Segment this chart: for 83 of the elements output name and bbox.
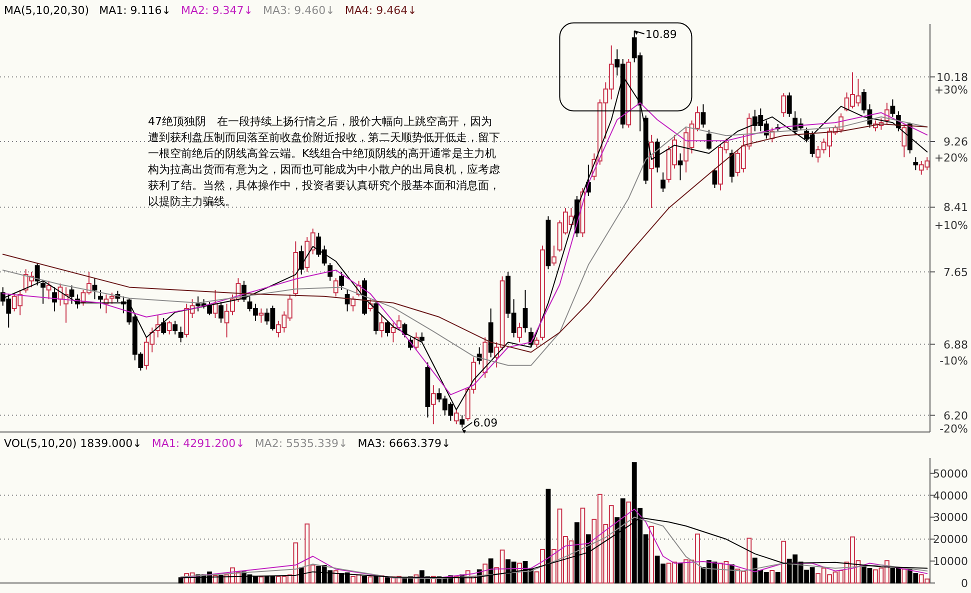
candlestick [258, 308, 264, 324]
candlestick [522, 289, 528, 333]
candlestick [344, 289, 350, 312]
candlestick [534, 336, 540, 348]
candlestick [729, 149, 734, 184]
bar [649, 526, 654, 584]
annotation: 47绝顶独阴 在一段持续上扬行情之后，股价大幅向上跳空高开，因为遭到获利盘压制而回落至前收盘价附近报收，第二天顺势低开低走，留下一根空前绝后的阴线高耸云端。K线组合中绝顶阴线的高开通常是主力机构为拉高出货而有意为之，因而也可能成为中小散户的出局良机，应考虑获利了结。当然，具体操作中，投资者要认真研究个股基本面和消息面，以提防主力骗线。 [148, 114, 500, 210]
candlestick [172, 320, 178, 335]
candlestick [207, 301, 212, 316]
bar [770, 570, 775, 584]
candlestick [109, 292, 114, 304]
candlestick [40, 280, 46, 304]
candlestick [712, 168, 718, 189]
y-tick-label: 20000 [933, 533, 968, 546]
candlestick [678, 152, 683, 181]
bar [902, 568, 907, 584]
candlestick [385, 320, 390, 337]
text: MA1: 9.116↓ [99, 4, 172, 17]
candlestick [700, 104, 706, 128]
candlestick [52, 286, 57, 312]
candlestick [396, 314, 402, 332]
bar [781, 540, 786, 584]
candlestick [92, 278, 98, 300]
bar [580, 508, 586, 584]
annotation: 10.89 [645, 28, 677, 41]
text: MA2: 5535.339↓ [254, 437, 348, 450]
text: MA1: 4291.200↓ [152, 437, 245, 450]
candlestick [786, 92, 792, 118]
y2-tick-label: -20% [940, 422, 968, 436]
y2-tick-label: +30% [934, 84, 968, 97]
chart-title: MA(5,10,20,30) [4, 4, 90, 17]
candlestick [298, 245, 304, 276]
candlestick [98, 289, 103, 310]
candlestick [390, 322, 396, 343]
candlestick [552, 245, 556, 266]
y-tick-label: 50000 [933, 467, 968, 480]
candlestick [339, 271, 344, 290]
candlestick [517, 322, 522, 343]
candlestick [902, 124, 907, 158]
y-tick-label: 6.88 [944, 338, 968, 352]
candlestick [34, 262, 40, 286]
y-tick-label: 7.65 [944, 266, 968, 279]
candlestick [706, 129, 712, 150]
y-tick-label: 6.20 [944, 409, 968, 422]
text: MA3: 9.460↓ [262, 4, 335, 17]
y-tick-label: 40000 [933, 489, 968, 502]
candlestick [460, 414, 465, 428]
bar [775, 572, 780, 584]
candlestick [913, 156, 918, 171]
candlestick [350, 296, 356, 312]
candlestick [660, 172, 666, 192]
y-tick-label: 10000 [933, 555, 968, 568]
text: MA2: 9.347↓ [181, 4, 253, 17]
text: MA3: 6663.379↓ [358, 437, 451, 450]
bar [368, 576, 373, 584]
chart-title: VOL(5,10,20) 1839.000↓ [4, 437, 142, 450]
y2-tick-label: +20% [934, 151, 968, 164]
bar [729, 564, 734, 584]
candlestick [69, 284, 74, 304]
bar [626, 502, 632, 584]
y2-tick-label: +10% [934, 219, 968, 232]
candlestick [161, 317, 166, 335]
candlestick [333, 278, 338, 297]
candlestick [379, 314, 384, 338]
candlestick [178, 326, 184, 343]
text: MA4: 9.464↓ [344, 4, 417, 17]
candlestick [454, 409, 459, 425]
candlestick [419, 332, 424, 343]
candlestick [890, 98, 896, 118]
bar [333, 570, 338, 584]
annotation: 6.09 [473, 416, 498, 430]
y-tick-label: 30000 [933, 511, 968, 524]
y-tick-label: 8.41 [944, 201, 968, 214]
candlestick [218, 301, 224, 324]
candlestick [328, 262, 333, 282]
candlestick [781, 92, 786, 118]
candlestick [166, 320, 172, 335]
y-tick-label: 0 [961, 577, 968, 590]
candlestick [430, 384, 436, 425]
bar [258, 576, 264, 584]
y-tick-label: 10.18 [936, 70, 968, 84]
y2-tick-label: -10% [940, 354, 968, 368]
y-tick-label: 9.26 [944, 136, 968, 149]
